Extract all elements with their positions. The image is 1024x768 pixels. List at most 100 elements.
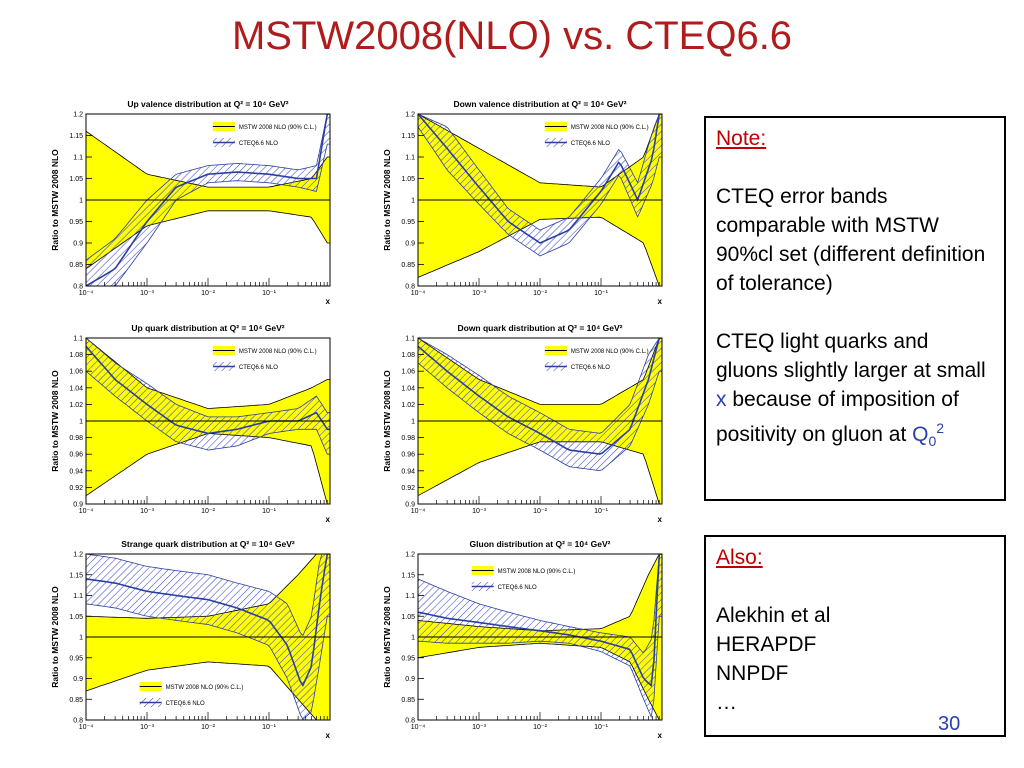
y-tick-label: 1 <box>79 198 83 205</box>
chart-panel-strange-quark: 0.8 0.85 0.9 0.95 1 1.05 1.1 1.15 1.2 10⁻⁴ 10⁻³ 10⁻… <box>48 534 338 740</box>
legend-label-mstw: MSTW 2008 NLO (90% C.L.) <box>571 349 649 355</box>
y-tick-label: 1.15 <box>69 572 83 579</box>
legend-label-cteq: CTEQ6.6 NLO <box>239 141 278 147</box>
y-tick-label: 1.04 <box>69 385 83 392</box>
chart-panel-down-valence: 0.8 0.85 0.9 0.95 1 1.05 1.1 1.15 1.2 10⁻⁴ 10⁻³ 10⁻… <box>380 94 670 306</box>
chart-down-quark: 0.9 0.92 0.94 0.96 0.98 1 1.02 1.04 1.06 1.08 1.1 1… <box>382 323 663 524</box>
note-p2-text-a: CTEQ light quarks and gluons slightly la… <box>716 330 986 382</box>
legend-label-cteq: CTEQ6.6 NLO <box>166 701 205 707</box>
y-tick-label: 0.95 <box>401 655 415 662</box>
y-tick-label: 1.2 <box>73 552 83 559</box>
chart-title: Up quark distribution at Q² = 10⁴ GeV² <box>131 323 284 333</box>
x-tick-label: 10⁻² <box>533 724 547 731</box>
x-tick-label: 10⁻³ <box>140 290 154 297</box>
cteq-band-upper-edge <box>418 554 662 654</box>
cteq-central-line <box>418 554 662 688</box>
cteq-central-line <box>86 114 330 286</box>
y-axis-label: Ratio to MSTW 2008 NLO <box>50 586 60 688</box>
cteq-band <box>86 338 330 455</box>
y-tick-label: 0.8 <box>73 284 83 291</box>
y-tick-label: 0.94 <box>401 468 415 475</box>
chart-up-valence: 0.8 0.85 0.9 0.95 1 1.05 1.1 1.15 1.2 10⁻⁴ 10⁻³ 10⁻… <box>50 99 331 306</box>
x-tick-label: 10⁻³ <box>472 724 486 731</box>
note-p2-text-b: because of imposition of positivity on g… <box>716 388 959 446</box>
y-tick-label: 0.9 <box>73 502 83 509</box>
also-item: HERAPDF <box>716 633 817 656</box>
y-tick-label: 1.08 <box>69 352 83 359</box>
y-tick-label: 0.8 <box>405 284 415 291</box>
y-tick-label: 1.2 <box>73 112 83 119</box>
y-tick-label: 0.96 <box>69 452 83 459</box>
y-tick-label: 1.02 <box>401 402 415 409</box>
y-tick-label: 1.15 <box>69 133 83 140</box>
chart-down-valence: 0.8 0.85 0.9 0.95 1 1.05 1.1 1.15 1.2 10⁻⁴ 10⁻³ 10⁻… <box>382 99 663 306</box>
note-p2-q-sup: 2 <box>936 420 945 436</box>
x-tick-label: 10⁻⁴ <box>411 508 426 515</box>
chart-strange-quark: 0.8 0.85 0.9 0.95 1 1.05 1.1 1.15 1.2 10⁻⁴ 10⁻³ 10⁻… <box>50 539 331 740</box>
y-tick-label: 0.95 <box>69 655 83 662</box>
cteq-band-lower-edge <box>86 143 330 286</box>
y-tick-label: 1 <box>411 419 415 426</box>
legend-label-cteq: CTEQ6.6 NLO <box>239 365 278 371</box>
x-tick-label: 10⁻¹ <box>594 508 608 515</box>
y-tick-label: 1.05 <box>69 614 83 621</box>
chart-gluon: 0.8 0.85 0.9 0.95 1 1.05 1.1 1.15 1.2 10⁻⁴ 10⁻³ 10⁻… <box>382 539 663 740</box>
note-p2-q-letter: Q <box>912 423 929 446</box>
note-box: Note: CTEQ error bands comparable with M… <box>704 116 1006 501</box>
x-tick-label: 10⁻⁴ <box>411 290 426 297</box>
chart-up-quark: 0.9 0.92 0.94 0.96 0.98 1 1.02 1.04 1.06 1.08 1.1 1… <box>50 323 331 524</box>
chart-title: Strange quark distribution at Q² = 10⁴ G… <box>121 539 295 549</box>
chart-title: Down quark distribution at Q² = 10⁴ GeV² <box>457 323 622 333</box>
note-p2-q-sub: 0 <box>928 433 937 450</box>
x-tick-label: 10⁻² <box>201 508 215 515</box>
x-tick-label: 10⁻⁴ <box>79 290 94 297</box>
x-tick-label: 10⁻² <box>533 290 547 297</box>
y-tick-label: 0.92 <box>69 485 83 492</box>
y-tick-label: 1.15 <box>401 572 415 579</box>
chart-title: Down valence distribution at Q² = 10⁴ Ge… <box>453 99 626 109</box>
y-tick-label: 1.2 <box>405 552 415 559</box>
x-tick-label: 10⁻³ <box>472 290 486 297</box>
cteq-band-lower-edge <box>418 615 662 719</box>
note-paragraph-1: CTEQ error bands comparable with MSTW 90… <box>716 185 986 295</box>
x-tick-label: 10⁻⁴ <box>79 724 94 731</box>
slide-title: MSTW2008(NLO) vs. CTEQ6.6 <box>231 14 793 58</box>
x-axis-label: x <box>658 731 663 740</box>
y-tick-label: 0.92 <box>401 485 415 492</box>
legend-label-cteq: CTEQ6.6 NLO <box>571 141 610 147</box>
chart-title: Up valence distribution at Q² = 10⁴ GeV² <box>127 99 288 109</box>
y-tick-label: 0.85 <box>69 697 83 704</box>
x-tick-label: 10⁻² <box>201 290 215 297</box>
y-tick-label: 0.98 <box>69 435 83 442</box>
y-tick-label: 1 <box>411 635 415 642</box>
y-tick-label: 1.15 <box>401 133 415 140</box>
mstw-band-lower-edge <box>418 216 662 286</box>
x-tick-label: 10⁻² <box>533 508 547 515</box>
note-heading: Note: <box>716 127 767 150</box>
page-number: 30 <box>938 713 961 735</box>
cteq-band-lower-edge <box>418 362 662 472</box>
y-tick-label: 0.95 <box>401 219 415 226</box>
also-heading: Also: <box>716 546 763 569</box>
x-tick-label: 10⁻³ <box>472 508 486 515</box>
y-tick-label: 0.8 <box>405 718 415 725</box>
note-p2-q: Q02 <box>912 420 945 450</box>
chart-panel-gluon: 0.8 0.85 0.9 0.95 1 1.05 1.1 1.15 1.2 10⁻⁴ 10⁻³ 10⁻… <box>380 534 670 740</box>
y-tick-label: 1.1 <box>73 336 83 343</box>
x-tick-label: 10⁻¹ <box>594 290 608 297</box>
y-tick-label: 1.06 <box>69 369 83 376</box>
x-tick-label: 10⁻³ <box>140 508 154 515</box>
y-tick-label: 1.05 <box>401 176 415 183</box>
y-tick-label: 0.9 <box>405 241 415 248</box>
y-tick-label: 1.02 <box>69 402 83 409</box>
x-tick-label: 10⁻⁴ <box>79 508 94 515</box>
y-tick-label: 1.1 <box>73 593 83 600</box>
y-tick-label: 1 <box>79 635 83 642</box>
legend-label-mstw: MSTW 2008 NLO (90% C.L.) <box>239 125 317 131</box>
cteq-band <box>418 554 662 717</box>
cteq-band <box>86 554 330 720</box>
y-tick-label: 1.1 <box>405 593 415 600</box>
also-list: Alekhin et al HERAPDF NNPDF … <box>716 601 994 717</box>
y-tick-label: 0.96 <box>401 452 415 459</box>
y-tick-label: 0.9 <box>405 676 415 683</box>
